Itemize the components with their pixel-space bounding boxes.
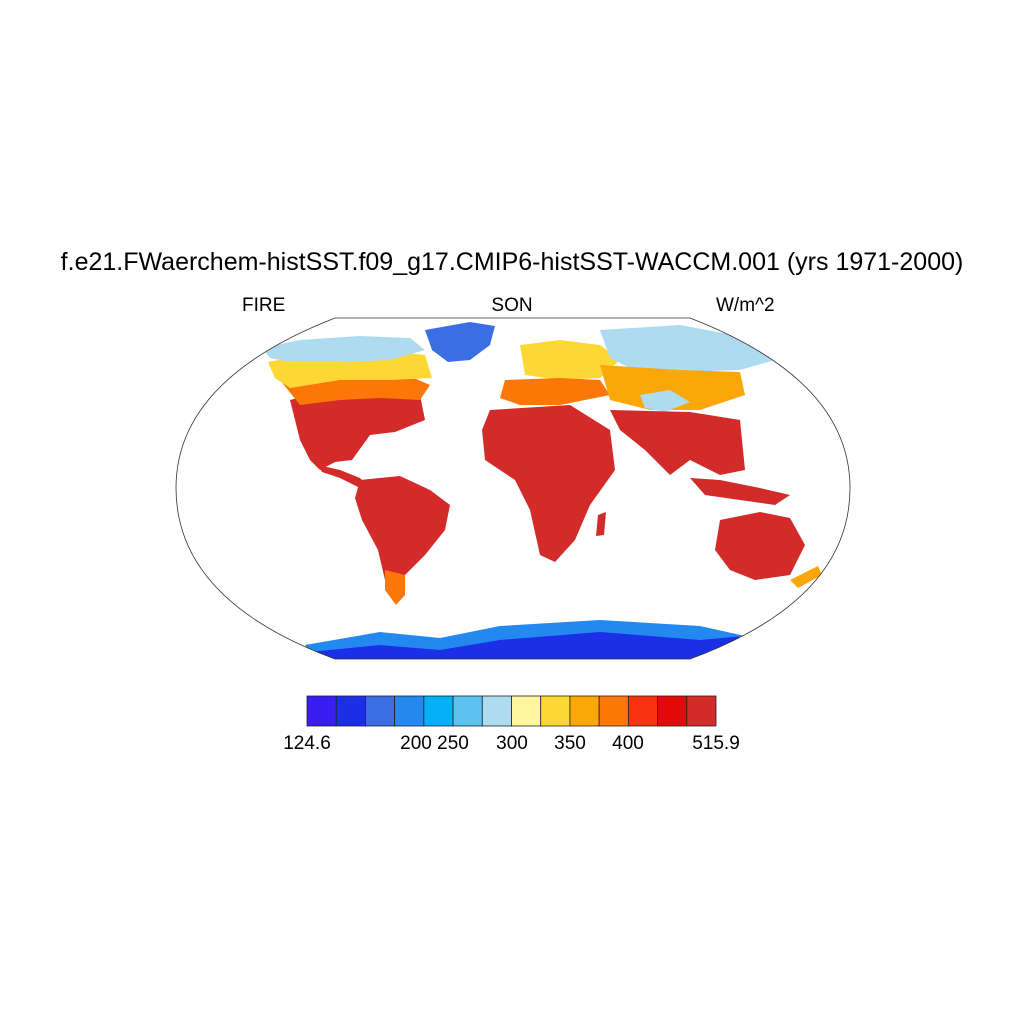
- colorbar-tick-label: 300: [496, 733, 528, 754]
- colorbar-swatch: [306, 695, 337, 727]
- colorbar-tick-label: 250: [437, 733, 469, 754]
- colorbar-swatch: [540, 695, 571, 727]
- colorbar-swatch: [365, 695, 396, 727]
- new-zealand: [790, 566, 822, 588]
- europe-north: [520, 340, 620, 380]
- colorbar-tick-label: 124.6: [283, 733, 331, 754]
- season-label: SON: [491, 295, 533, 316]
- chart-title: f.e21.FWaerchem-histSST.f09_g17.CMIP6-hi…: [60, 248, 964, 276]
- central-america: [318, 465, 372, 490]
- colorbar-swatch: [481, 695, 512, 727]
- central-asia: [600, 365, 745, 410]
- colorbar-swatch: [569, 695, 600, 727]
- greenland: [425, 322, 495, 362]
- madagascar: [596, 512, 606, 536]
- indonesia: [690, 478, 790, 505]
- antarctica-edge: [305, 620, 745, 652]
- south-asia: [610, 410, 745, 475]
- patagonia: [385, 570, 405, 605]
- globe-outline: [175, 317, 851, 660]
- colorbar-swatch: [452, 695, 483, 727]
- colorbar-swatch: [657, 695, 688, 727]
- arctic-canada: [262, 336, 425, 362]
- colorbar-swatch: [598, 695, 629, 727]
- variable-label: FIRE: [242, 295, 286, 316]
- south-america: [355, 476, 450, 595]
- tibet: [640, 390, 690, 412]
- colorbar-tick-label: 400: [612, 733, 644, 754]
- north-america-warm: [290, 390, 425, 470]
- colorbar-swatch: [686, 695, 717, 727]
- colorbar-tick-label: 350: [554, 733, 586, 754]
- colorbar-swatch: [394, 695, 425, 727]
- colorbar-swatch: [335, 695, 366, 727]
- colorbar-swatch: [511, 695, 542, 727]
- colorbar-swatch: [627, 695, 658, 727]
- africa: [482, 405, 615, 562]
- siberia: [600, 325, 775, 372]
- australia: [715, 512, 805, 580]
- colorbar-tick-label: 515.9: [692, 733, 740, 754]
- colorbar-swatch: [423, 695, 454, 727]
- units-label: W/m^2: [716, 295, 775, 316]
- europe-south: [500, 378, 610, 405]
- colorbar-tick-label: 200: [400, 733, 432, 754]
